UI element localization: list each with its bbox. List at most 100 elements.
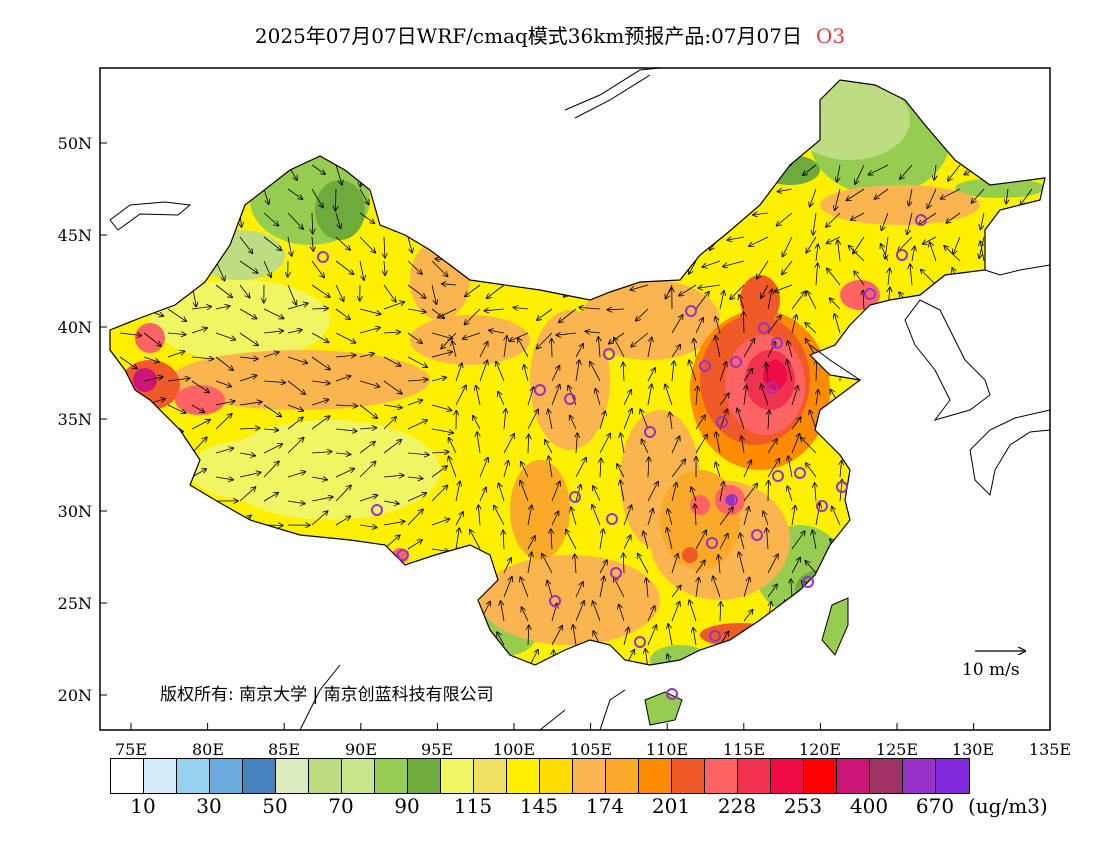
wind-arrow — [479, 342, 488, 358]
wind-arrow — [638, 554, 649, 574]
wind-arrow — [143, 377, 163, 382]
wind-arrow — [767, 439, 777, 454]
wind-arrow — [849, 246, 865, 262]
wind-arrow — [263, 381, 285, 383]
colorbar-swatch — [342, 759, 375, 793]
colorbar-label: 253 — [783, 794, 823, 818]
wind-arrow — [503, 577, 512, 598]
wind-arrow — [791, 579, 792, 598]
wind-arrow — [810, 188, 817, 207]
wind-arrow — [767, 554, 778, 574]
wind-arrow — [239, 487, 256, 502]
wind-arrow — [763, 511, 769, 526]
wind-arrow — [599, 577, 604, 598]
wind-arrow — [636, 308, 649, 321]
wind-arrow — [407, 400, 422, 406]
wind-arrow — [881, 212, 889, 230]
city-marker — [794, 467, 806, 479]
wind-arrow — [455, 363, 462, 382]
wind-arrow — [930, 242, 937, 262]
colorbar-label: 145 — [519, 794, 559, 818]
wind-arrow — [623, 535, 631, 550]
wind-arrow — [695, 560, 705, 574]
concentration-patch — [170, 350, 430, 410]
wind-arrow — [898, 236, 913, 251]
wind-arrow — [311, 381, 330, 383]
concentration-patch — [530, 310, 610, 450]
wind-arrow — [791, 291, 805, 310]
wind-arrow — [791, 386, 798, 406]
wind-arrow — [715, 336, 721, 358]
china-border — [109, 79, 1046, 666]
wind-arrow — [455, 385, 466, 406]
wind-arrow — [465, 284, 481, 296]
wind-arrow — [643, 531, 649, 550]
wind-arrow — [1020, 188, 1033, 205]
wind-arrow — [788, 341, 793, 358]
city-marker — [371, 504, 383, 516]
city-marker — [771, 337, 783, 349]
wind-arrow — [695, 504, 696, 526]
wind-arrow — [778, 189, 793, 192]
wind-arrow — [743, 460, 751, 478]
wind-arrow — [716, 462, 721, 478]
wind-arrow — [816, 244, 818, 262]
colorbar-swatch — [441, 759, 474, 793]
wind-arrow — [537, 332, 553, 349]
colorbar-swatch — [738, 759, 771, 793]
wind-arrow — [359, 328, 380, 334]
wind-arrow — [981, 212, 985, 229]
wind-arrow — [215, 332, 235, 340]
wind-arrow — [359, 188, 369, 204]
wind-arrow — [503, 530, 504, 550]
city-marker — [699, 360, 711, 372]
wind-arrow — [623, 409, 632, 430]
colorbar-swatch — [870, 759, 903, 793]
wind-arrow — [407, 380, 428, 382]
wind-arrow — [191, 307, 211, 310]
wind-arrow — [791, 315, 796, 334]
colorbar-swatch — [375, 759, 408, 793]
wind-arrow — [667, 528, 673, 550]
wind-arrow — [791, 434, 800, 454]
wind-arrow — [407, 453, 429, 455]
wind-arrow — [593, 601, 601, 622]
wind-arrow — [311, 332, 329, 342]
wind-arrow — [263, 429, 278, 430]
wind-arrow — [689, 360, 697, 382]
wind-arrow — [816, 360, 817, 382]
wind-arrow — [743, 312, 744, 334]
wind-arrow — [407, 236, 412, 253]
wind-arrow — [335, 188, 336, 211]
concentration-patch — [190, 440, 310, 500]
wind-arrow — [767, 316, 781, 334]
wind-arrow — [719, 362, 726, 382]
wind-arrow — [470, 530, 481, 550]
wind-arrow — [287, 236, 292, 256]
city-marker — [716, 416, 728, 428]
wind-arrow — [383, 284, 396, 302]
wind-arrow — [335, 469, 354, 478]
wind-arrow — [768, 481, 769, 502]
city-marker — [709, 630, 721, 642]
axis-ticks — [100, 142, 1051, 730]
wind-arrow — [473, 416, 481, 430]
wind-arrow — [215, 284, 232, 298]
wind-arrow — [311, 260, 324, 278]
wind-arrow — [944, 246, 961, 262]
wind-arrow — [698, 284, 721, 288]
wind-arrow — [311, 356, 330, 370]
balkhash-coastline — [109, 201, 192, 231]
colorbar-swatch — [540, 759, 573, 793]
wind-arrow — [528, 435, 529, 454]
wind-arrow — [359, 236, 375, 253]
wind-arrow — [479, 487, 486, 502]
city-marker — [634, 636, 646, 648]
wind-arrow — [923, 236, 937, 244]
wind-arrow — [335, 405, 357, 406]
wind-arrow — [527, 505, 532, 526]
wind-arrow — [575, 554, 576, 574]
wind-arrow — [881, 244, 889, 262]
wind-arrow — [455, 482, 460, 502]
